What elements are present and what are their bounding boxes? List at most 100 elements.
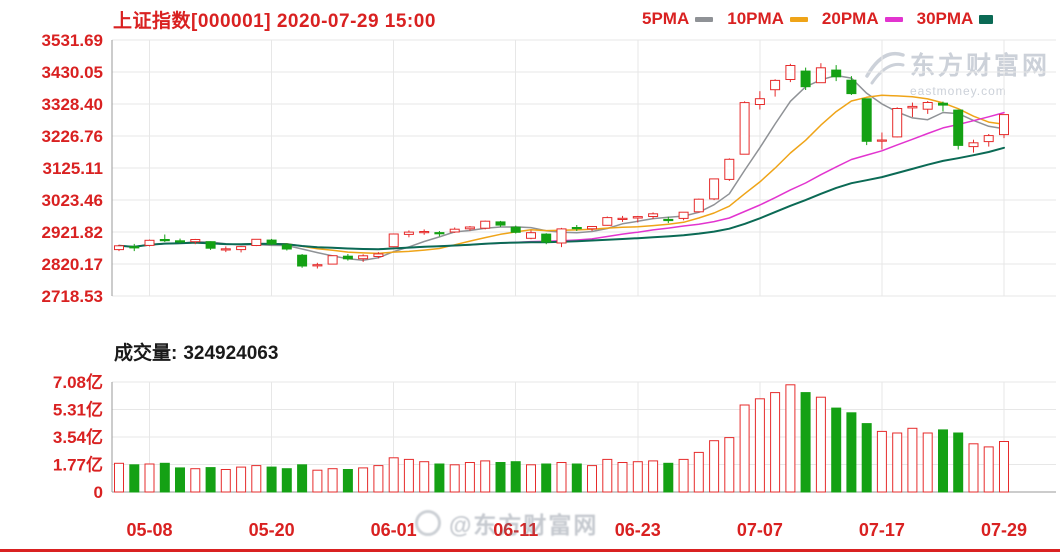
price-axis-label: 3125.11 xyxy=(42,159,103,178)
candle-body xyxy=(251,238,262,247)
volume-bar xyxy=(831,407,842,493)
volume-bar xyxy=(114,462,124,493)
candle-body xyxy=(312,264,323,267)
volume-bar xyxy=(526,464,536,493)
volume-bar xyxy=(342,469,353,493)
price-chart: 3531.69 3430.05 3328.40 3226.76 3125.11 3023.… xyxy=(42,31,1056,306)
price-axis-label: 3023.46 xyxy=(42,191,103,210)
volume-bar xyxy=(876,430,887,493)
candle-body xyxy=(144,239,155,246)
candle-body xyxy=(205,241,216,249)
candle-body xyxy=(754,98,765,105)
volume-axis-label: 3.54亿 xyxy=(53,427,103,447)
price-axis-label: 3226.76 xyxy=(42,127,103,146)
candle-body xyxy=(831,69,842,78)
candle-body xyxy=(876,139,887,142)
volume-axis-label: 0 xyxy=(94,483,103,502)
volume-bar xyxy=(434,463,445,493)
candle-body xyxy=(693,198,704,213)
volume-bar xyxy=(297,464,308,493)
volume-bar xyxy=(175,467,185,493)
volume-bar xyxy=(709,440,720,493)
candle-body xyxy=(724,158,735,180)
price-axis-label: 2921.82 xyxy=(42,223,103,242)
date-label: 07-07 xyxy=(737,520,783,540)
volume-bar xyxy=(556,462,567,493)
candle-body xyxy=(190,239,201,243)
candle-body xyxy=(388,233,399,248)
candle-body xyxy=(556,228,567,244)
volume-bar xyxy=(495,462,506,493)
candle-body xyxy=(541,233,552,243)
watermark-site-domain: eastmoney.com xyxy=(909,84,1007,98)
candle-body xyxy=(953,109,964,146)
candle-body xyxy=(587,226,597,230)
volume-bar xyxy=(861,423,872,493)
volume-bar xyxy=(510,461,521,493)
candle-body xyxy=(846,79,857,95)
volume-bar xyxy=(464,462,475,493)
candle-body xyxy=(571,227,582,230)
volume-bar xyxy=(770,392,781,493)
center-watermark-logo-icon xyxy=(415,510,441,536)
candle-body xyxy=(495,221,506,226)
candle-body xyxy=(114,245,124,251)
legend-label: 30PMA xyxy=(916,9,974,28)
legend-label: 20PMA xyxy=(821,9,879,28)
candle-body xyxy=(236,246,247,251)
volume-bar xyxy=(205,467,216,493)
legend-swatch-5pma xyxy=(695,16,714,22)
price-axis-label: 2718.53 xyxy=(42,287,103,306)
center-watermark-text: @东方财富网 xyxy=(449,512,599,538)
date-label: 05-20 xyxy=(249,520,295,540)
candle-body xyxy=(907,105,918,109)
volume-bar xyxy=(449,464,460,493)
volume-bar xyxy=(480,460,491,493)
candle-body xyxy=(342,255,353,260)
volume-bar xyxy=(403,458,414,493)
volume-bar xyxy=(922,432,933,493)
volume-bar xyxy=(785,384,796,493)
candle-body xyxy=(861,98,872,142)
candle-body xyxy=(464,226,475,230)
volume-bar xyxy=(648,460,659,493)
volume-bar xyxy=(190,468,201,493)
watermark-site-name: 东方财富网 xyxy=(909,52,1050,80)
volume-label: 成交量: xyxy=(114,343,178,364)
volume-bar xyxy=(739,404,750,493)
legend-swatch-10pma xyxy=(789,16,808,22)
volume-bar xyxy=(220,469,231,493)
volume-bar xyxy=(266,466,277,493)
volume-axis-label: 5.31亿 xyxy=(53,400,103,420)
volume-bar xyxy=(312,469,323,493)
volume-bar xyxy=(892,432,903,493)
volume-bar xyxy=(129,464,140,493)
date-label: 07-29 xyxy=(981,520,1027,540)
legend-swatch-20pma xyxy=(884,16,903,22)
volume-bar xyxy=(373,465,384,493)
volume-bar xyxy=(419,461,430,493)
candle-body xyxy=(892,108,903,138)
volume-bar xyxy=(815,396,826,493)
candle-body xyxy=(709,178,720,200)
volume-bar xyxy=(632,461,643,493)
candle-body xyxy=(785,65,796,80)
candle-body xyxy=(297,254,308,267)
date-label: 06-23 xyxy=(615,520,661,540)
volume-bar xyxy=(800,392,811,493)
legend-label: 10PMA xyxy=(727,9,784,28)
legend-item-10pma: 10PMA xyxy=(727,9,808,29)
volume-chart: 7.08亿 5.31亿 3.54亿 1.77亿 0 05-08 05-20 06-01 06-1… xyxy=(53,372,1056,540)
volume-bar xyxy=(938,429,948,493)
candle-body xyxy=(373,253,384,257)
candle-body xyxy=(510,226,521,233)
chart-title: 上证指数[000001] 2020-07-29 15:00 xyxy=(113,11,436,32)
candle-body xyxy=(129,246,140,249)
candle-body xyxy=(938,102,948,106)
date-label: 06-01 xyxy=(371,520,417,540)
volume-bar xyxy=(983,446,994,493)
legend-item-30pma: 30PMA xyxy=(917,9,994,29)
price-axis-label: 2820.17 xyxy=(42,255,103,274)
candle-body xyxy=(983,135,994,143)
candle-body xyxy=(800,70,811,88)
